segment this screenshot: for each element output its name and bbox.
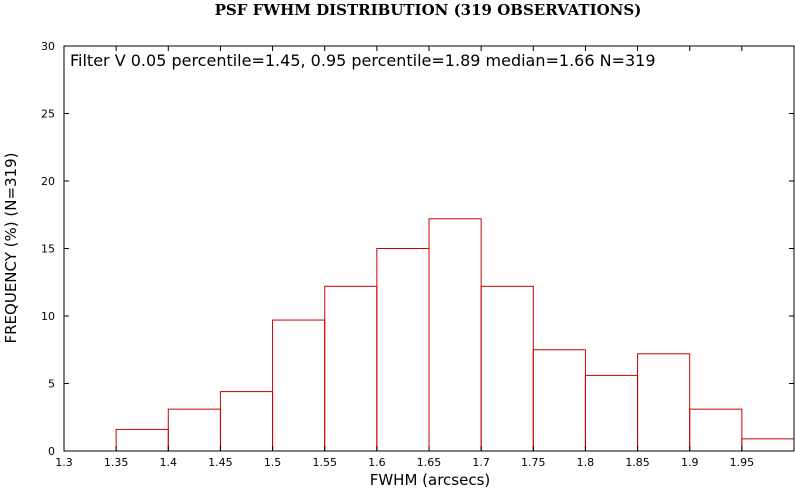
x-tick-label: 1.9 — [681, 456, 699, 469]
histogram-bar-5 — [324, 285, 378, 452]
histogram-bar-8 — [480, 285, 534, 452]
x-tick-label: 1.85 — [625, 456, 650, 469]
x-axis-label: FWHM (arcsecs) — [370, 471, 491, 489]
x-tick-label: 1.7 — [472, 456, 490, 469]
histogram-bar-13 — [741, 438, 795, 452]
x-tick-label: 1.8 — [577, 456, 595, 469]
histogram-bar-6 — [376, 248, 430, 452]
histogram-bar-4 — [272, 319, 326, 452]
y-tick-label: 20 — [41, 175, 55, 188]
bars-group — [115, 218, 795, 452]
x-tick-label: 1.95 — [730, 456, 755, 469]
chart-title: PSF FWHM DISTRIBUTION (319 OBSERVATIONS) — [215, 1, 642, 19]
x-tick-label: 1.65 — [417, 456, 442, 469]
histogram-bar-11 — [637, 353, 691, 452]
histogram-bar-3 — [219, 391, 274, 452]
x-tick-label: 1.3 — [55, 456, 73, 469]
histogram-bar-1 — [115, 428, 169, 452]
histogram-bar-7 — [428, 218, 482, 452]
x-tick-label: 1.4 — [160, 456, 178, 469]
ticks-group: 1.3 1.35 1.4 1.45 1.5 1.55 1.6 1.65 1.7 1.75 1.8 1.… — [41, 40, 794, 469]
histogram-bar-9 — [532, 349, 586, 452]
histogram-bar-2 — [167, 408, 221, 452]
y-tick-label: 0 — [48, 445, 55, 458]
x-tick-label: 1.35 — [104, 456, 129, 469]
y-tick-label: 10 — [41, 310, 55, 323]
x-tick-label: 1.45 — [208, 456, 233, 469]
x-tick-label: 1.75 — [521, 456, 546, 469]
y-axis-label: FREQUENCY (%) (N=319) — [2, 152, 20, 343]
y-tick-label: 15 — [41, 243, 55, 256]
x-tick-label: 1.5 — [264, 456, 282, 469]
y-tick-label: 30 — [41, 40, 55, 53]
x-tick-label: 1.55 — [312, 456, 337, 469]
y-tick-label: 25 — [41, 108, 55, 121]
stats-annotation: Filter V 0.05 percentile=1.45, 0.95 perc… — [70, 51, 656, 70]
plot-frame — [63, 45, 795, 452]
histogram-bar-12 — [689, 408, 743, 452]
x-tick-label: 1.6 — [368, 456, 386, 469]
y-tick-label: 5 — [48, 378, 55, 391]
histogram-bar-10 — [584, 374, 639, 452]
